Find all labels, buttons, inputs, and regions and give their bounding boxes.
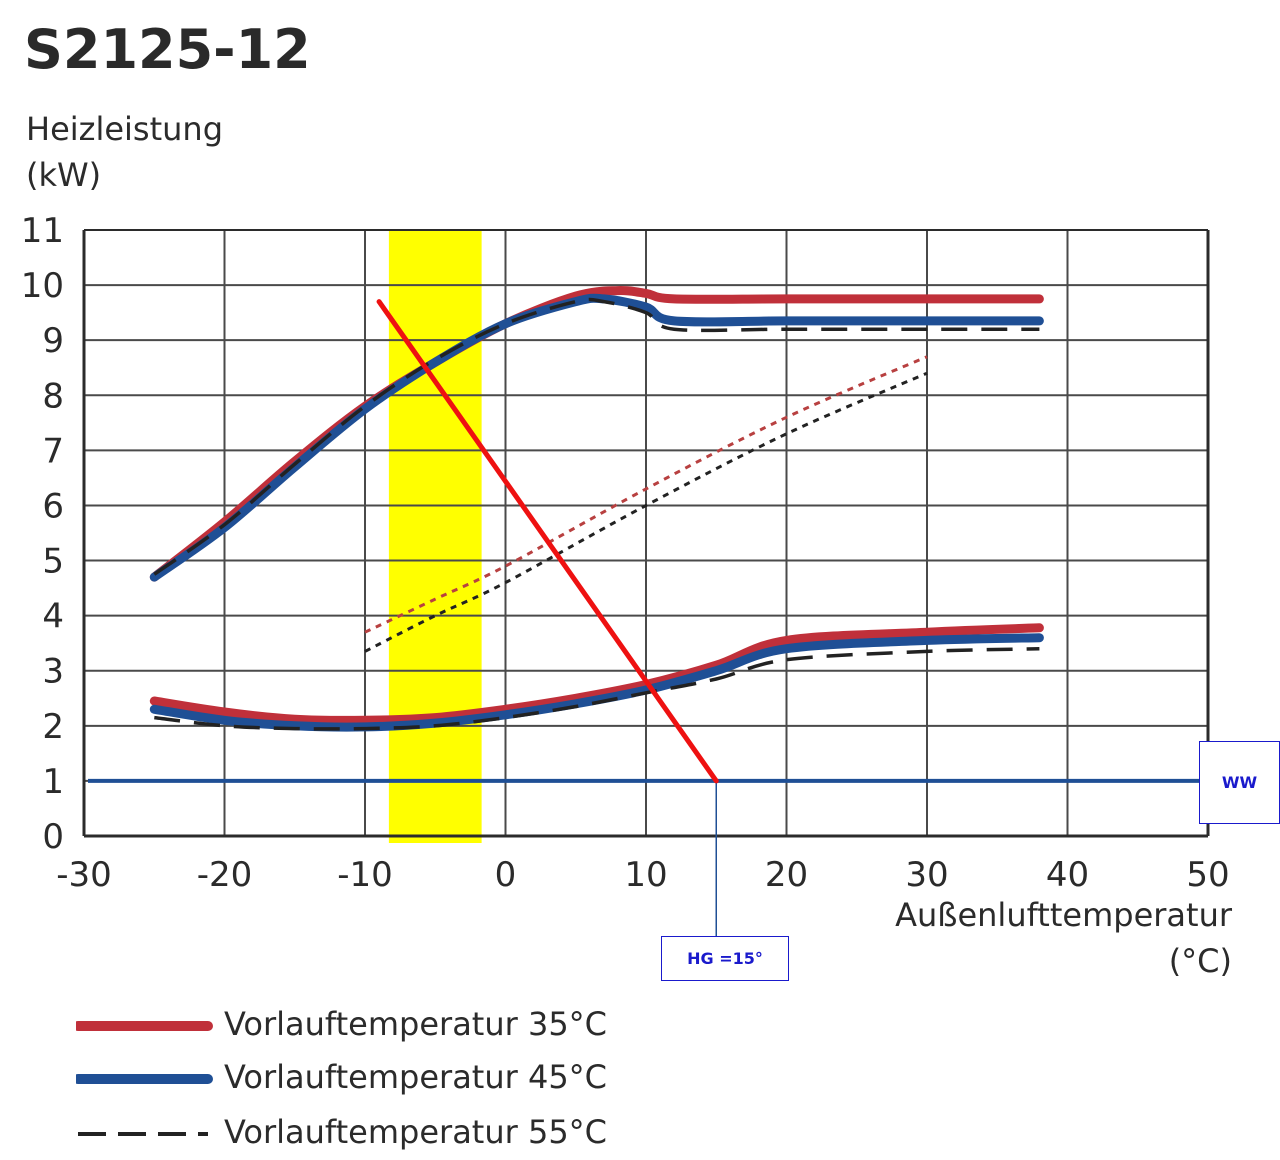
heating-curve-line [376, 299, 719, 784]
y-axis-label: Heizleistung [26, 110, 223, 148]
y-tick-label: 6 [42, 486, 64, 526]
legend-label-45: Vorlauftemperatur 45°C [224, 1058, 608, 1096]
y-tick-label: 7 [42, 431, 64, 471]
y-tick-label: 11 [21, 211, 64, 251]
yellow-band [388, 230, 482, 843]
x-tick-label: 40 [1046, 855, 1089, 895]
series-dotted-6 [364, 355, 928, 634]
hg-annotation-label: HG =15° [687, 949, 763, 968]
yellow-band-layer [388, 230, 482, 843]
y-tick-label: 5 [42, 542, 64, 582]
series-min-4 [149, 633, 1044, 732]
legend-item-35: Vorlauftemperatur 35°C [73, 1005, 607, 1045]
x-tick-label: -30 [56, 855, 112, 895]
series-layer [149, 286, 1044, 732]
x-tick-label: 20 [765, 855, 808, 895]
x-axis-label: Außenlufttemperatur [895, 896, 1233, 934]
y-axis-unit: (kW) [26, 156, 102, 194]
series-max-1 [149, 293, 1044, 582]
y-tick-label: 4 [42, 597, 64, 637]
legend-item-55: Vorlauftemperatur 55°C [76, 1113, 607, 1153]
page-title: S2125-12 [24, 18, 311, 81]
x-tick-label: 50 [1186, 855, 1229, 895]
hg-annotation: HG =15° [661, 936, 789, 981]
ww-annotation: WW [1199, 741, 1280, 824]
performance-chart: -30 -20 -10 0 10 20 30 40 50 0 1 2 3 4 5 6 7 8 9 10 11 Außen… [21, 211, 1233, 980]
y-tick-label: 8 [42, 376, 64, 416]
x-tick-label: -20 [197, 855, 253, 895]
legend-swatch-35 [73, 1021, 213, 1031]
y-tick-label: 9 [42, 321, 64, 361]
series-min-5 [154, 646, 1040, 731]
y-tick-label: 10 [21, 266, 64, 306]
y-tick-label: 2 [42, 707, 64, 747]
y-tick-label: 1 [42, 762, 64, 802]
legend-item-45: Vorlauftemperatur 45°C [73, 1058, 607, 1098]
legend-swatch-45 [73, 1074, 213, 1084]
x-axis-unit: (°C) [1169, 942, 1232, 980]
series-max-0 [149, 286, 1044, 582]
x-tick-label: 30 [905, 855, 948, 895]
x-tick-label: -10 [337, 855, 393, 895]
series-min-3 [149, 623, 1044, 725]
overlay-layer [88, 299, 1199, 936]
ww-annotation-label: WW [1221, 773, 1258, 792]
y-tick-label: 3 [42, 652, 64, 692]
series-max-2 [153, 297, 1040, 576]
legend-label-35: Vorlauftemperatur 35°C [224, 1005, 608, 1043]
x-tick-label: 10 [624, 855, 667, 895]
x-tick-label: 0 [495, 855, 517, 895]
y-tick-label: 0 [42, 817, 64, 857]
ticks-layer: -30 -20 -10 0 10 20 30 40 50 0 1 2 3 4 5 6 7 8 9 10 11 [21, 211, 1230, 895]
legend-label-55: Vorlauftemperatur 55°C [224, 1113, 608, 1151]
legend-swatch-55 [78, 1132, 208, 1136]
